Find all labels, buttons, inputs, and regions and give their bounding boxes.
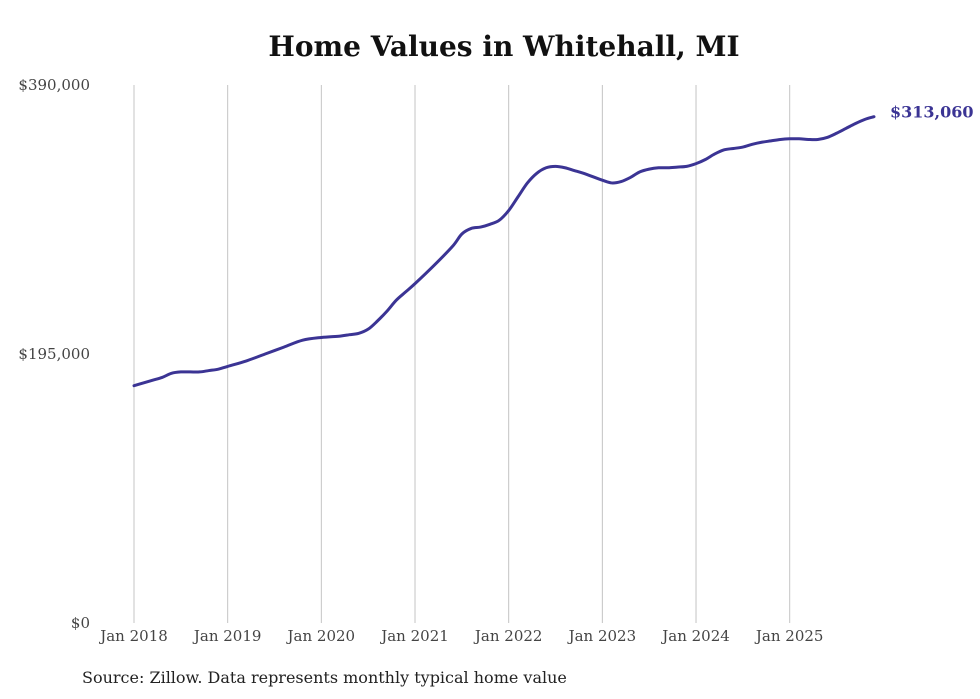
x-tick-label: Jan 2021 — [379, 627, 449, 645]
y-axis-ticks: $0 $195,000 $390,000 — [18, 76, 90, 632]
y-tick-label: $0 — [71, 614, 90, 632]
x-tick-label: Jan 2020 — [286, 627, 356, 645]
x-tick-label: Jan 2025 — [754, 627, 824, 645]
y-tick-label: $390,000 — [18, 76, 90, 94]
source-note: Source: Zillow. Data represents monthly … — [82, 668, 567, 687]
x-tick-label: Jan 2018 — [98, 627, 168, 645]
x-tick-label: Jan 2019 — [192, 627, 262, 645]
x-tick-label: Jan 2023 — [567, 627, 637, 645]
x-axis-ticks: Jan 2018 Jan 2019 Jan 2020 Jan 2021 Jan 2022… — [98, 627, 823, 645]
end-value-label: $313,060 — [890, 103, 974, 122]
x-tick-label: Jan 2022 — [473, 627, 543, 645]
gridlines — [133, 85, 791, 623]
x-tick-label: Jan 2024 — [660, 627, 730, 645]
chart-title: Home Values in Whitehall, MI — [268, 30, 740, 63]
series-layer — [132, 115, 876, 388]
series-line-0 — [132, 115, 876, 388]
y-tick-label: $195,000 — [18, 345, 90, 363]
